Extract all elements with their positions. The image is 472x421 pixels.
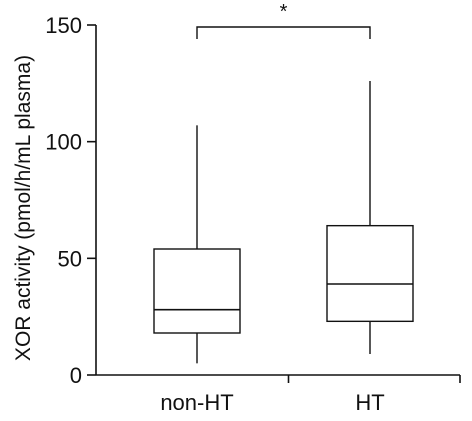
iqr-box (326, 224, 414, 323)
y-axis: 0 50 100 150 (45, 13, 97, 388)
iqr-box (153, 248, 241, 334)
x-axis: non-HT HT (96, 374, 461, 415)
bracket-line (196, 26, 371, 39)
boxes (153, 81, 414, 364)
x-category-label: HT (355, 390, 384, 415)
significance-bracket: * (196, 1, 371, 39)
y-tick-label: 150 (45, 13, 82, 38)
significance-label: * (280, 1, 288, 23)
x-category-label: non-HT (160, 390, 233, 415)
y-axis-title: XOR activity (pmol/h/mL plasma) (12, 55, 35, 361)
y-tick-label: 100 (45, 130, 82, 155)
box-non-ht (153, 125, 241, 364)
y-tick-label: 0 (70, 363, 82, 388)
y-tick-label: 50 (58, 246, 82, 271)
box-ht (326, 81, 414, 354)
